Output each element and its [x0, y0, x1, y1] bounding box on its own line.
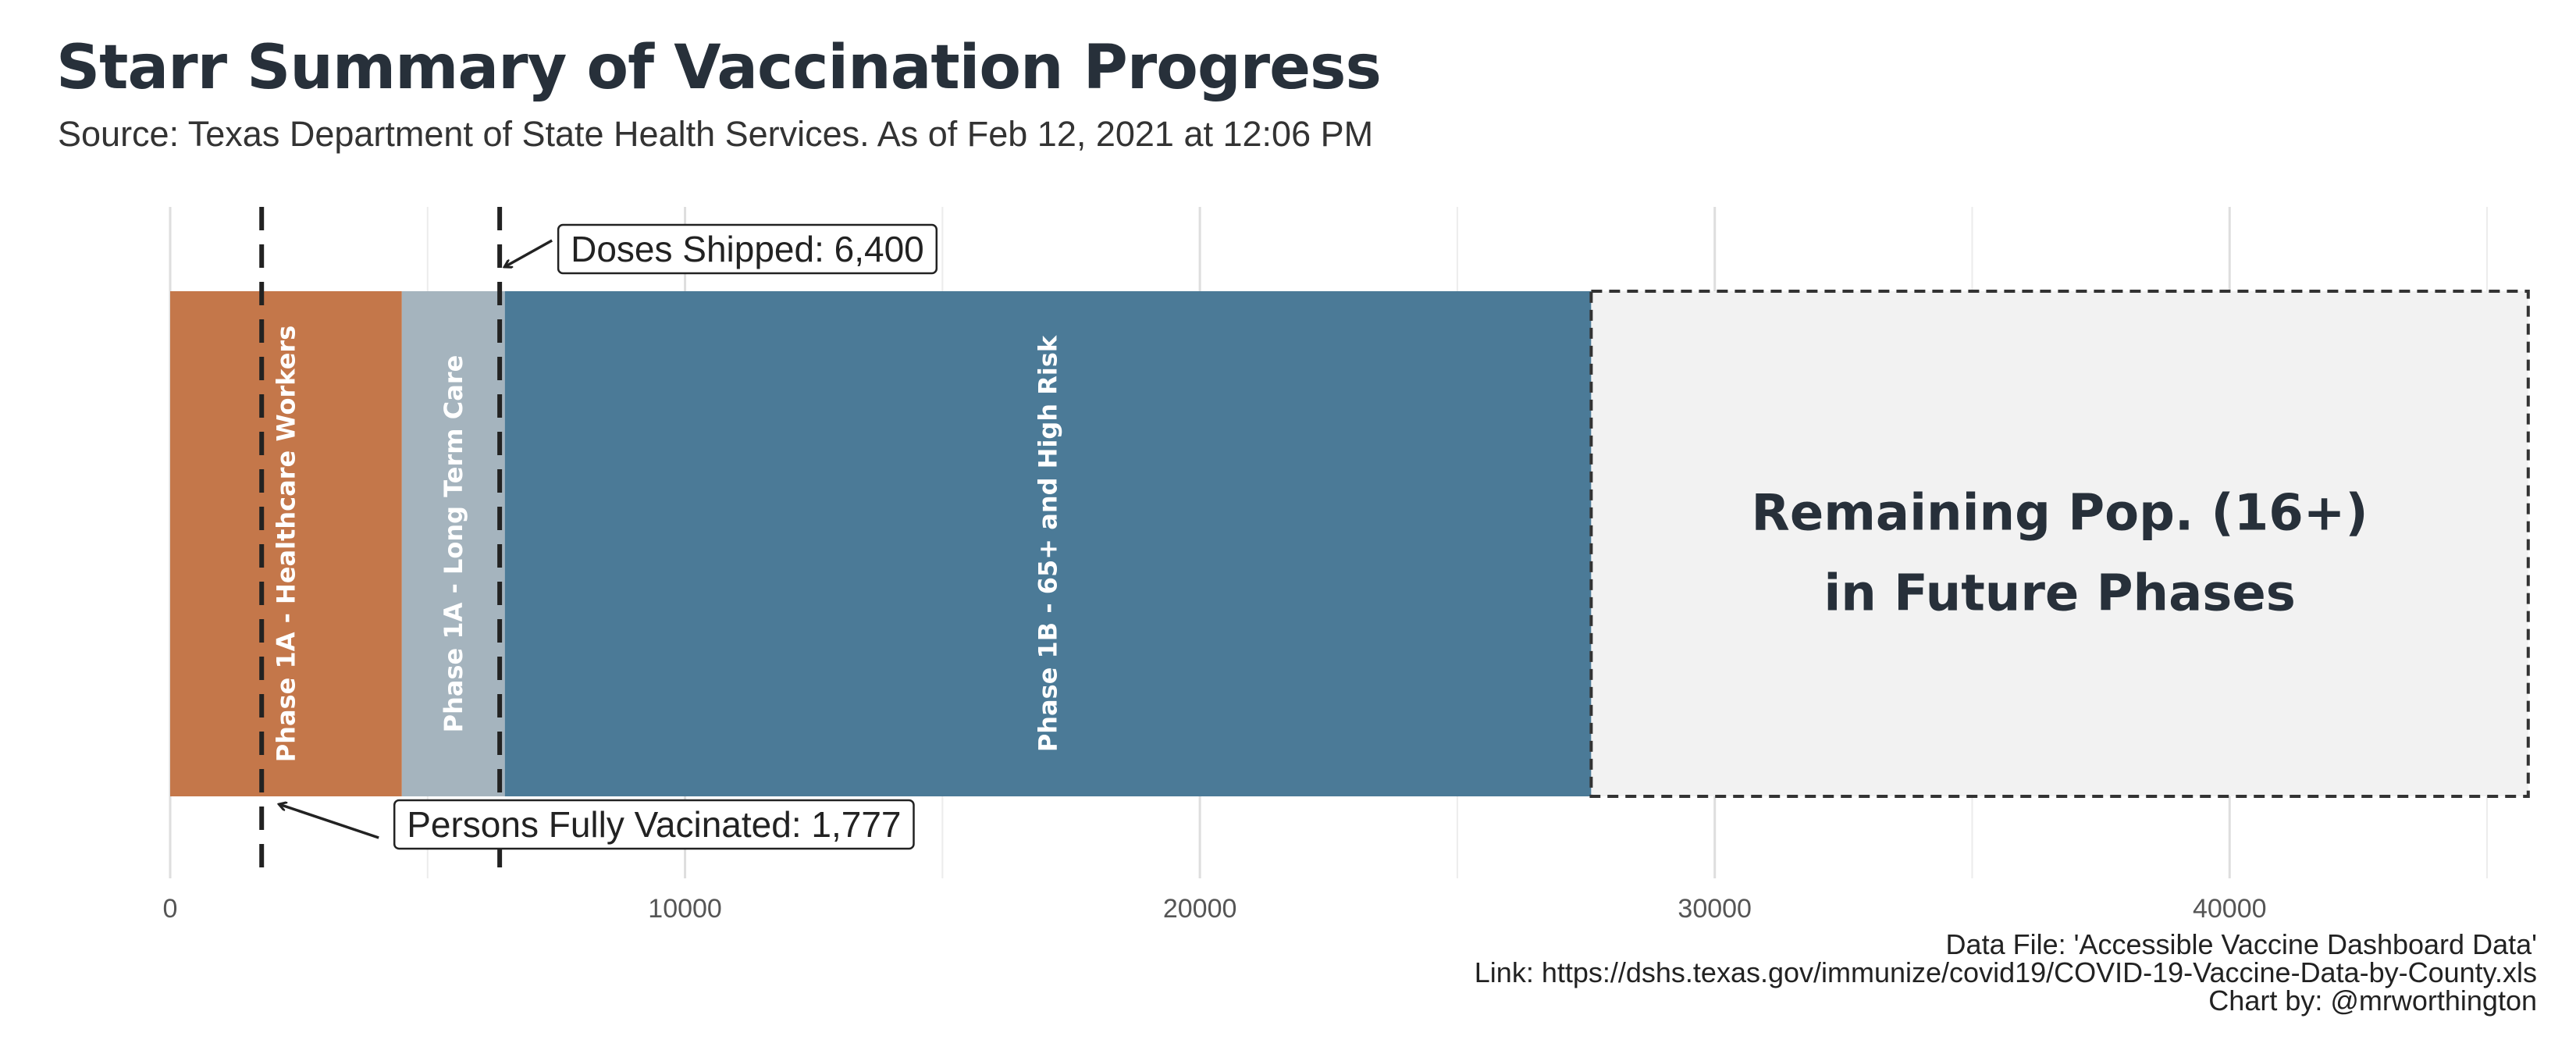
callout-label: Persons Fully Vacinated: 1,777: [407, 804, 901, 845]
segment-labels: Phase 1A - Healthcare Workers Phase 1A - …: [271, 326, 2368, 763]
x-tick-label: 30000: [1678, 894, 1752, 924]
chart-title: Starr Summary of Vaccination Progress: [56, 33, 1382, 103]
vaccination-progress-chart: Phase 1A - Healthcare Workers Phase 1A - …: [163, 207, 2530, 924]
segment-label: Phase 1B - 65+ and High Risk: [1034, 335, 1063, 752]
bar-segment-2: [504, 291, 1592, 796]
chart-subtitle: Source: Texas Department of State Health…: [58, 114, 1374, 154]
callout-arrow: [504, 239, 553, 267]
reference-lines: Doses Shipped: 6,400 Persons Fully Vacina…: [259, 207, 938, 878]
callout-box: [557, 223, 938, 275]
caption-credit: Chart by: @mrworthington: [2208, 985, 2537, 1017]
bar-segment-0: [170, 291, 402, 796]
chart-caption: Data File: 'Accessible Vaccine Dashboard…: [1475, 931, 2537, 1015]
bar-segment-3: [1589, 290, 2530, 798]
callout-label: Doses Shipped: 6,400: [571, 229, 924, 269]
caption-data-file: Data File: 'Accessible Vaccine Dashboard…: [1945, 928, 2537, 960]
callout-arrow: [279, 804, 379, 839]
remaining-population-label: in Future Phases: [1823, 565, 2296, 623]
remaining-population-label: Remaining Pop. (16+): [1752, 485, 2368, 543]
callout-box: [393, 799, 915, 850]
x-tick-label: 40000: [2193, 894, 2267, 924]
x-tick-label: 10000: [648, 894, 722, 924]
bar-segment-1: [401, 291, 505, 796]
segment-label: Phase 1A - Healthcare Workers: [271, 326, 301, 763]
caption-link: Link: https://dshs.texas.gov/immunize/co…: [1474, 956, 2537, 988]
x-tick-label: 20000: [1163, 894, 1237, 924]
x-tick-label: 0: [163, 894, 178, 924]
stacked-bar: [170, 290, 2530, 798]
segment-label: Phase 1A - Long Term Care: [439, 355, 468, 733]
x-axis: 0 10000 20000 30000 40000: [163, 894, 2267, 924]
